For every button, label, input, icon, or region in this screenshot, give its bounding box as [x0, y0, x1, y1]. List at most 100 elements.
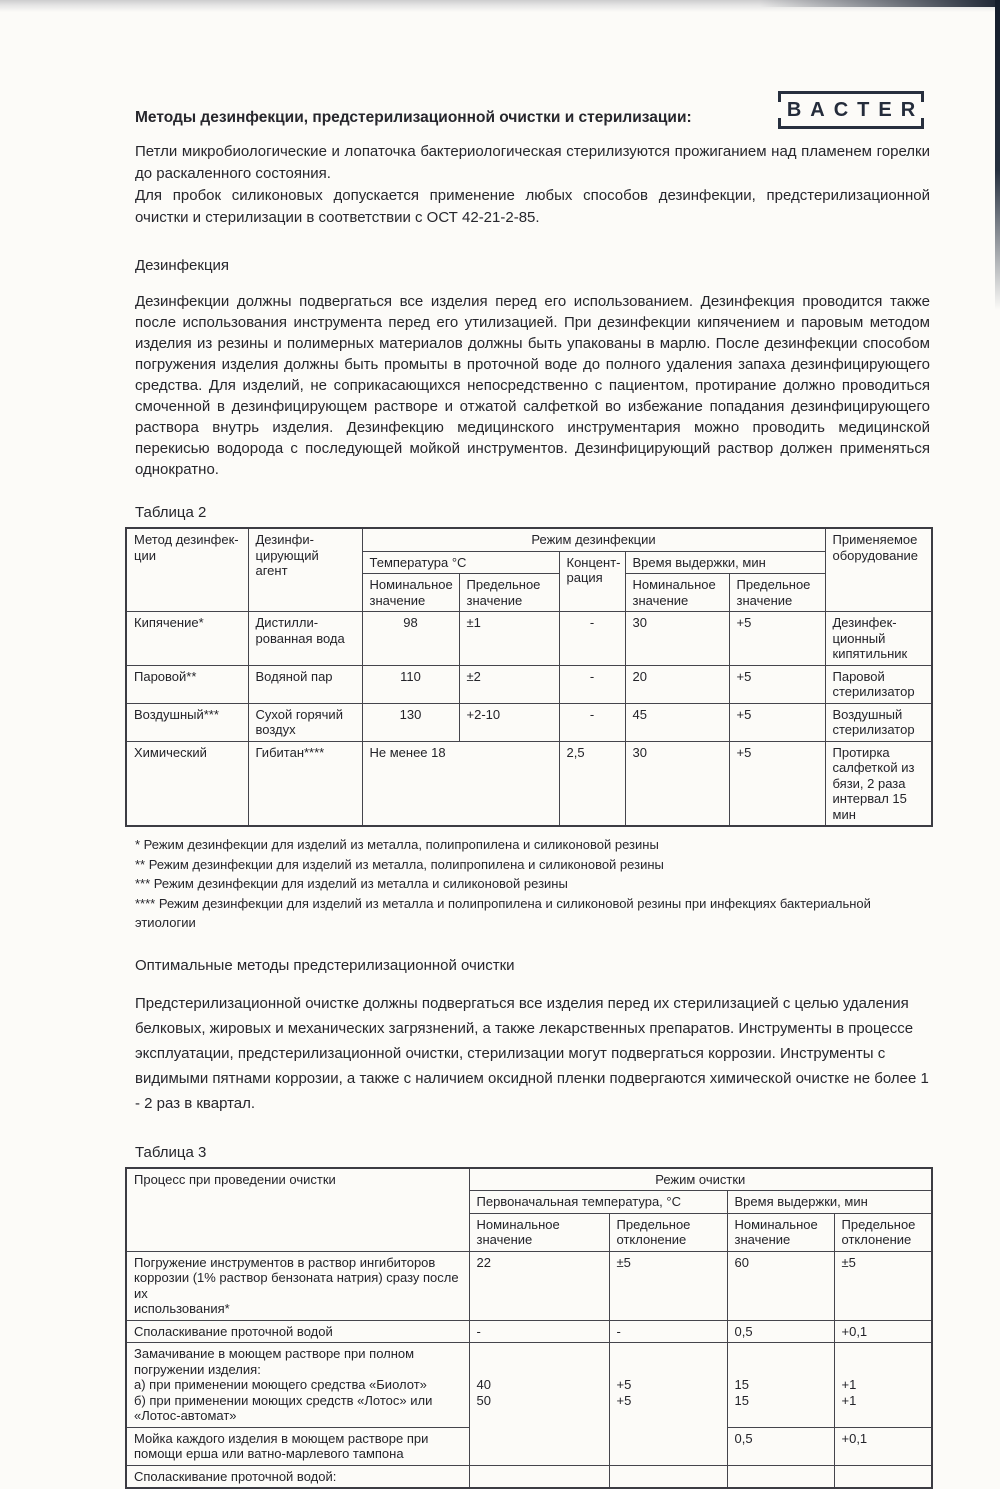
cell-agent: Гибитан**** [248, 741, 362, 826]
th-temperature-group: Температура °С [362, 551, 559, 574]
cell-agent: Водяной пар [248, 665, 362, 703]
cell-temp-nominal: 110 [362, 665, 459, 703]
document-content: Методы дезинфекции, предстерилизационной… [135, 0, 930, 1489]
table-row: Споласкивание проточной водой: [126, 1465, 932, 1488]
cell-time-nominal: 30 [625, 612, 729, 666]
cleaning-regimes-table: Процесс при проведении очистки Режим очи… [125, 1167, 933, 1489]
cell-concentration: - [559, 665, 625, 703]
cell-temp-limit: ±2 [459, 665, 559, 703]
cell-time-limit: +5 [729, 741, 825, 826]
scan-edge-right [995, 0, 1000, 310]
th-time-nominal: Номинальное значение [727, 1213, 834, 1251]
document-title: Методы дезинфекции, предстерилизационной… [135, 107, 930, 129]
cell-process: Погружение инструментов в раствор ингиби… [126, 1251, 469, 1320]
table-row: Паровой** Водяной пар 110 ±2 - 20 +5 Пар… [126, 665, 932, 703]
th-temp-nominal: Номинальное значение [469, 1213, 609, 1251]
table3-caption: Таблица 3 [135, 1142, 930, 1163]
cell-time-deviation: +1 +1 [834, 1343, 932, 1428]
disinfection-paragraph: Дезинфекции должны подвергаться все изде… [135, 291, 930, 480]
th-process: Процесс при проведении очистки [126, 1168, 469, 1252]
table-row: Споласкивание проточной водой - - 0,5 +0… [126, 1320, 932, 1343]
cell-temp-deviation: +5 +5 [609, 1343, 727, 1466]
footnote: **** Режим дезинфекции для изделий из ме… [135, 894, 930, 933]
th-time-deviation: Предельное отклонение [834, 1213, 932, 1251]
cell-agent: Сухой горячий воздух [248, 703, 362, 741]
disinfection-regimes-table: Метод дезинфек- ции Дезинфи- цирующий аг… [125, 527, 933, 827]
cell-temp-nominal: 22 [469, 1251, 609, 1320]
cell-method: Кипячение* [126, 612, 248, 666]
table-row: Замачивание в моющем растворе при полном… [126, 1343, 932, 1428]
cell-time-limit: +5 [729, 703, 825, 741]
cell-temp-nominal: - [469, 1320, 609, 1343]
th-regime-group: Режим дезинфекции [362, 528, 825, 551]
th-method: Метод дезинфек- ции [126, 528, 248, 612]
table3-header-row-1: Процесс при проведении очистки Режим очи… [126, 1168, 932, 1191]
cell-temp-nominal: 130 [362, 703, 459, 741]
th-time-group: Время выдержки, мин [625, 551, 825, 574]
cell-time-nominal: 0,5 [727, 1320, 834, 1343]
cell-equipment: Воздушный стерилизатор [825, 703, 932, 741]
intro-paragraph-2: Для пробок силиконовых допускается приме… [135, 185, 930, 229]
cell-process: Споласкивание проточной водой [126, 1320, 469, 1343]
cell-temp-nominal: 40 50 [469, 1343, 609, 1466]
cell-temp-nominal [469, 1465, 609, 1488]
cell-equipment: Паровой стерилизатор [825, 665, 932, 703]
cell-time-deviation: ±5 [834, 1251, 932, 1320]
cell-temp-merged: Не менее 18 [362, 741, 559, 826]
th-temp-nominal: Номинальное значение [362, 574, 459, 612]
cell-temp-limit: +2-10 [459, 703, 559, 741]
presterilization-heading: Оптимальные методы предстерилизационной … [135, 955, 930, 977]
cell-process: Мойка каждого изделия в моющем растворе … [126, 1427, 469, 1465]
table-row: Химический Гибитан**** Не менее 18 2,5 3… [126, 741, 932, 826]
cell-time-deviation [834, 1465, 932, 1488]
th-equipment: Применяемое оборудование [825, 528, 932, 612]
cell-time-limit: +5 [729, 612, 825, 666]
cell-time-nominal: 45 [625, 703, 729, 741]
table-row: Кипячение* Дистилли- рованная вода 98 ±1… [126, 612, 932, 666]
footnote: *** Режим дезинфекции для изделий из мет… [135, 874, 930, 894]
cell-temp-nominal: 98 [362, 612, 459, 666]
th-agent: Дезинфи- цирующий агент [248, 528, 362, 612]
th-time-nominal: Номинальное значение [625, 574, 729, 612]
footnote: * Режим дезинфекции для изделий из метал… [135, 835, 930, 855]
th-time-limit: Предельное значение [729, 574, 825, 612]
cell-method: Воздушный*** [126, 703, 248, 741]
cell-time-limit: +5 [729, 665, 825, 703]
cell-time-nominal: 60 [727, 1251, 834, 1320]
table-row: Воздушный*** Сухой горячий воздух 130 +2… [126, 703, 932, 741]
th-time-group: Время выдержки, мин [727, 1191, 932, 1214]
cell-temp-deviation [609, 1465, 727, 1488]
cell-concentration: - [559, 612, 625, 666]
th-temp-limit: Предельное значение [459, 574, 559, 612]
cell-time-nominal: 30 [625, 741, 729, 826]
table2-footnotes: * Режим дезинфекции для изделий из метал… [135, 835, 930, 933]
disinfection-heading: Дезинфекция [135, 255, 930, 277]
cell-agent: Дистилли- рованная вода [248, 612, 362, 666]
th-concentration: Концент- рация [559, 551, 625, 612]
cell-temp-deviation: ±5 [609, 1251, 727, 1320]
cell-temp-deviation: - [609, 1320, 727, 1343]
cell-time-nominal [727, 1465, 834, 1488]
table-row: Погружение инструментов в раствор ингиби… [126, 1251, 932, 1320]
cell-temp-limit: ±1 [459, 612, 559, 666]
cell-time-nominal: 15 15 [727, 1343, 834, 1428]
cell-equipment: Дезинфек- ционный кипятильник [825, 612, 932, 666]
cell-method: Химический [126, 741, 248, 826]
th-temp-deviation: Предельное отклонение [609, 1213, 727, 1251]
cell-concentration: - [559, 703, 625, 741]
cell-process: Споласкивание проточной водой: [126, 1465, 469, 1488]
cell-time-nominal: 0,5 [727, 1427, 834, 1465]
cell-method: Паровой** [126, 665, 248, 703]
cell-concentration: 2,5 [559, 741, 625, 826]
cell-time-deviation: +0,1 [834, 1427, 932, 1465]
cell-time-nominal: 20 [625, 665, 729, 703]
cell-time-deviation: +0,1 [834, 1320, 932, 1343]
cell-process: Замачивание в моющем растворе при полном… [126, 1343, 469, 1428]
intro-paragraph-1: Петли микробиологические и лопаточка бак… [135, 141, 930, 185]
th-initial-temperature-group: Первоначальная температура, °С [469, 1191, 727, 1214]
cell-equipment: Протирка салфеткой из бязи, 2 раза интер… [825, 741, 932, 826]
presterilization-paragraph: Предстерилизационной очистке должны подв… [135, 991, 930, 1116]
th-cleaning-regime-group: Режим очистки [469, 1168, 932, 1191]
table2-caption: Таблица 2 [135, 502, 930, 523]
footnote: ** Режим дезинфекции для изделий из мета… [135, 855, 930, 875]
